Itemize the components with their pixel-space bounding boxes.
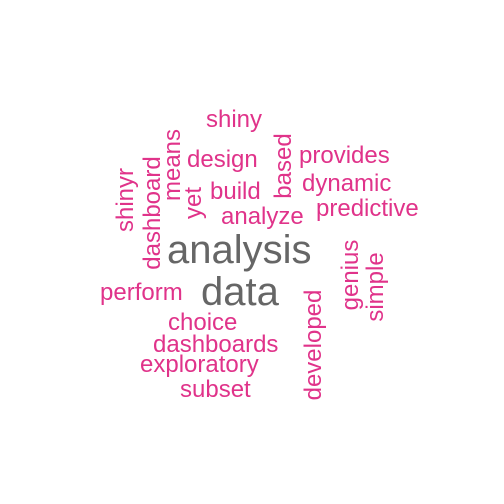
word-dashboards: dashboards <box>153 331 279 358</box>
word-based: based <box>270 133 297 199</box>
word-analyze: analyze <box>221 203 304 230</box>
word-provides: provides <box>299 142 390 169</box>
word-simple: simple <box>362 252 389 322</box>
word-design: design <box>187 146 258 173</box>
word-perform: perform <box>100 279 183 306</box>
word-exploratory: exploratory <box>140 351 259 378</box>
word-developed: developed <box>300 289 327 401</box>
word-dynamic: dynamic <box>302 170 392 197</box>
word-predictive: predictive <box>316 195 419 222</box>
word-build: build <box>210 178 261 205</box>
word-yet: yet <box>180 186 207 220</box>
word-choice: choice <box>168 309 238 336</box>
word-genius: genius <box>337 239 364 311</box>
word-data: data <box>201 270 279 314</box>
word-shinyr: shinyr <box>112 167 139 233</box>
word-analysis: analysis <box>167 228 312 272</box>
word-shiny: shiny <box>206 106 263 133</box>
word-dashboard: dashboard <box>139 156 166 270</box>
word-subset: subset <box>180 376 251 403</box>
